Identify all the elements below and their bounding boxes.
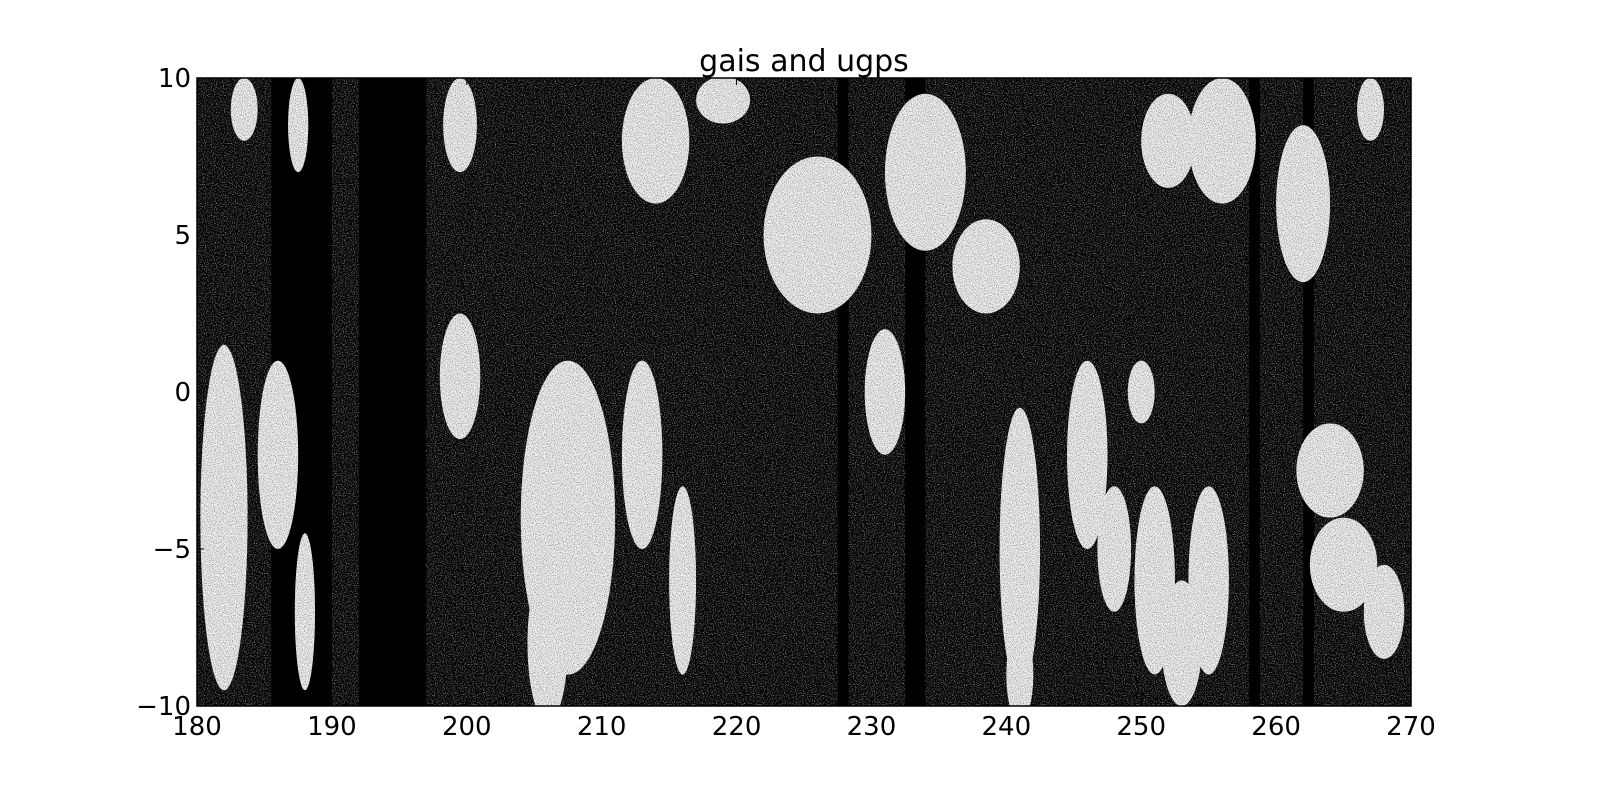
x-tick-label: 250: [1116, 712, 1166, 742]
y-axis: 10 5 0 −5 −10: [136, 64, 1411, 722]
y-tick-label: −10: [136, 692, 191, 722]
x-tick-label: 190: [307, 712, 357, 742]
x-tick-label: 220: [712, 712, 762, 742]
y-tick-label: −5: [153, 535, 191, 565]
x-tick-label: 260: [1251, 712, 1301, 742]
x-tick-label: 230: [847, 712, 897, 742]
y-tick-label: 10: [158, 64, 191, 94]
x-axis: 180 190 200 210 220 230 240 250 260 270: [172, 78, 1436, 742]
y-tick-label: 0: [174, 378, 191, 408]
chart-title: gais and ugps: [699, 44, 909, 79]
x-tick-label: 180: [172, 712, 222, 742]
heatmap-plot-area: [197, 78, 1411, 706]
x-tick-label: 210: [577, 712, 627, 742]
x-tick-label: 240: [982, 712, 1032, 742]
x-tick-label: 270: [1386, 712, 1436, 742]
blob-speckle-texture: [197, 78, 1411, 706]
x-tick-label: 200: [442, 712, 492, 742]
y-tick-label: 5: [174, 221, 191, 251]
